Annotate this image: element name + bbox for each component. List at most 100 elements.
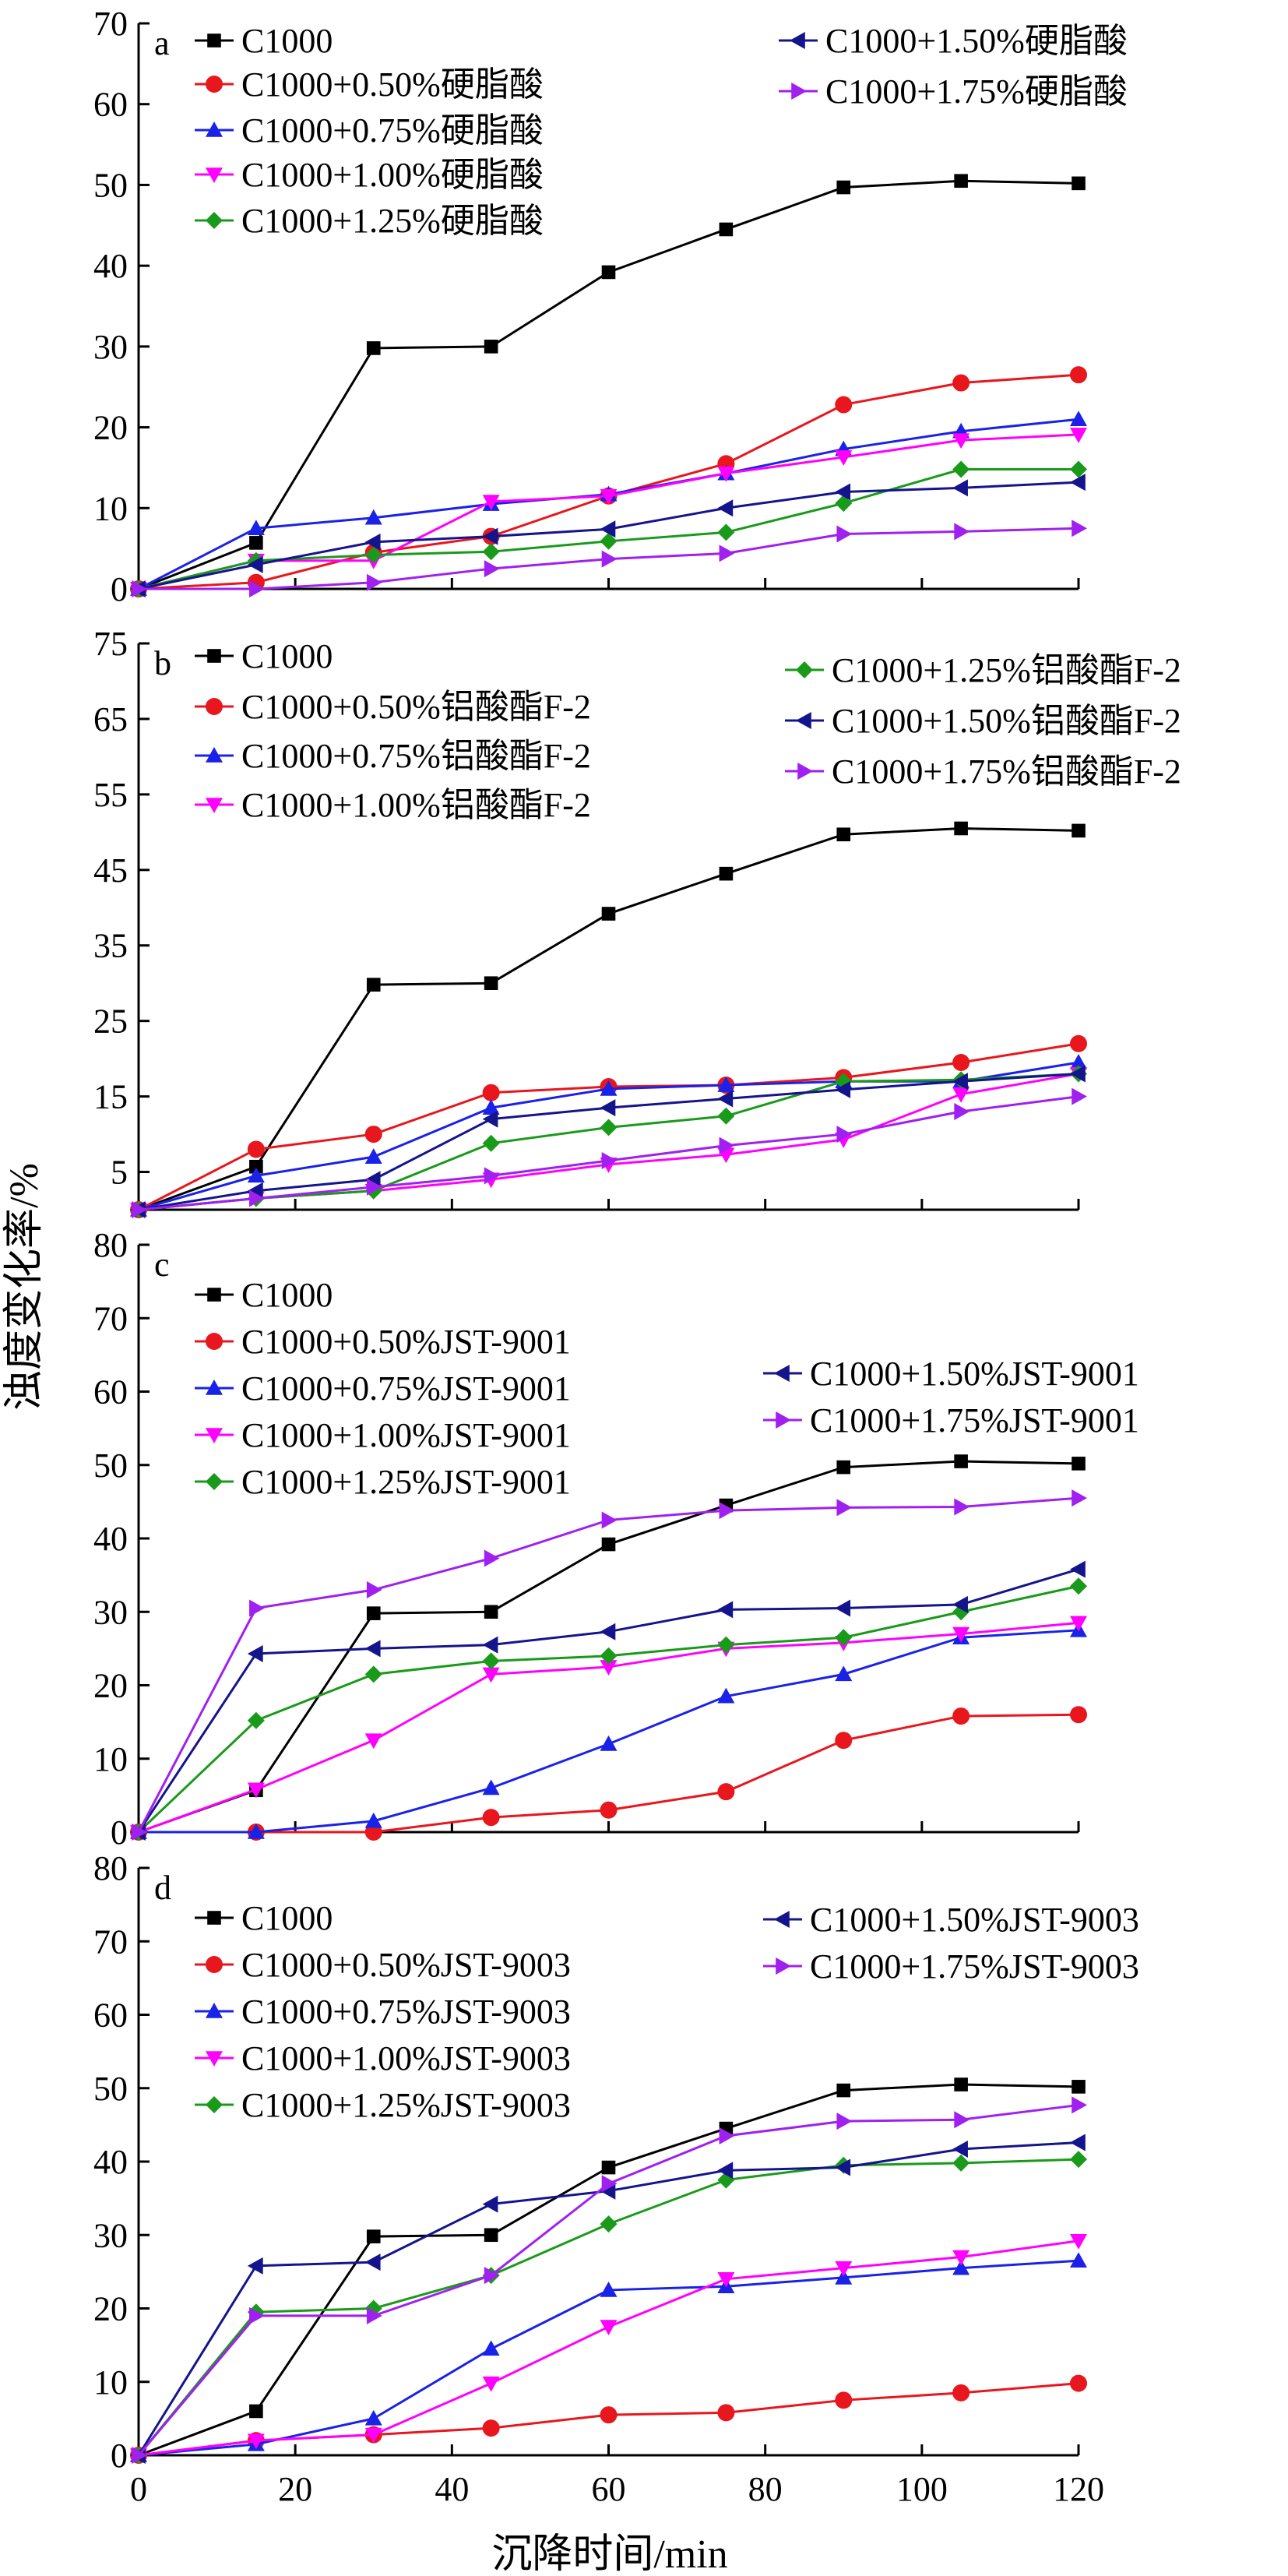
data-point xyxy=(952,1626,970,1643)
data-point xyxy=(1070,1065,1086,1083)
series-line xyxy=(138,826,1079,1211)
data-point xyxy=(952,2154,970,2172)
data-point xyxy=(364,1148,382,1164)
data-point xyxy=(717,1783,735,1801)
legend-label: C1000+1.00%硬脂酸 xyxy=(241,156,544,194)
x-tick-label: 80 xyxy=(748,2470,783,2508)
data-point xyxy=(600,1647,618,1665)
data-point xyxy=(1072,520,1087,537)
data-point xyxy=(484,340,498,354)
legend-marker xyxy=(206,1333,223,1350)
y-tick-label: 60 xyxy=(93,86,128,124)
data-point xyxy=(835,450,853,466)
legend-marker xyxy=(206,2096,223,2113)
data-point xyxy=(482,1809,500,1827)
data-point xyxy=(836,2113,853,2130)
data-point xyxy=(249,580,265,597)
data-point xyxy=(484,1549,500,1567)
panel-a: 0 10 20 30 40 50 60 70 a C1000 C1000+0.50%硬脂酸 C1000… xyxy=(93,5,1128,608)
data-point xyxy=(1070,2252,1087,2268)
y-tick-label: 20 xyxy=(93,409,128,447)
data-point xyxy=(484,2228,498,2243)
data-point xyxy=(601,907,616,921)
legend-marker xyxy=(206,212,223,229)
legend-marker xyxy=(206,1380,223,1395)
legend-marker xyxy=(207,1288,221,1302)
data-point xyxy=(482,1636,498,1654)
data-point xyxy=(364,1640,381,1658)
data-point xyxy=(600,532,618,550)
data-point xyxy=(482,527,498,545)
data-point xyxy=(836,1126,853,1144)
legend-marker xyxy=(206,2051,223,2067)
panel-letter: a xyxy=(154,24,170,62)
legend-label: C1000+1.25%铝酸酯F-2 xyxy=(832,651,1181,689)
panel-letter: d xyxy=(154,1869,171,1907)
y-tick-label: 0 xyxy=(111,1813,128,1852)
data-point xyxy=(484,560,500,578)
data-point xyxy=(247,1782,265,1799)
data-point xyxy=(600,2215,618,2233)
data-point xyxy=(952,2250,970,2266)
y-tick-label: 70 xyxy=(93,5,128,43)
y-tick-label: 80 xyxy=(93,1226,128,1264)
data-point xyxy=(249,2404,263,2419)
data-point xyxy=(482,1134,500,1152)
data-point xyxy=(717,1107,735,1125)
data-point xyxy=(835,1629,853,1647)
legend-label: C1000+1.25%JST-9003 xyxy=(241,2086,571,2124)
legend-marker xyxy=(796,712,811,729)
legend-label: C1000+0.50%硬脂酸 xyxy=(241,65,544,104)
data-point xyxy=(482,2195,498,2213)
legend-label: C1000 xyxy=(241,637,333,675)
data-point xyxy=(364,546,382,564)
series-line xyxy=(138,433,1079,590)
legend-marker xyxy=(791,83,807,100)
y-tick-label: 60 xyxy=(93,1373,128,1411)
data-point xyxy=(1072,823,1086,838)
data-point xyxy=(601,550,618,568)
data-point xyxy=(482,1667,500,1683)
legend-label: C1000+1.00%铝酸酯F-2 xyxy=(241,786,591,824)
data-point xyxy=(952,374,970,392)
y-tick-label: 30 xyxy=(93,328,128,366)
data-point xyxy=(1072,1489,1087,1507)
data-point xyxy=(1070,1034,1087,1052)
legend-label: C1000+0.75%硬脂酸 xyxy=(241,111,544,150)
data-point xyxy=(835,1665,853,1682)
legend-marker xyxy=(776,1958,791,1975)
y-tick-label: 10 xyxy=(93,489,128,527)
y-tick-label: 40 xyxy=(93,247,128,285)
data-point xyxy=(600,2281,618,2297)
data-point xyxy=(366,2229,381,2243)
data-point xyxy=(719,222,734,237)
data-point xyxy=(484,1605,498,1619)
data-point xyxy=(717,1687,735,1704)
data-point xyxy=(717,2162,734,2180)
data-point xyxy=(601,2175,618,2193)
data-point xyxy=(1072,2080,1086,2094)
legend-label: C1000+1.50%硬脂酸 xyxy=(825,22,1128,60)
data-point xyxy=(484,1167,500,1185)
data-point xyxy=(952,2140,968,2158)
data-point xyxy=(1070,474,1086,492)
legend-label: C1000 xyxy=(241,1899,333,1937)
legend-label: C1000+1.25%硬脂酸 xyxy=(241,202,544,240)
data-point xyxy=(600,520,616,538)
data-point xyxy=(835,2158,851,2176)
data-point xyxy=(364,2254,381,2271)
legend-label: C1000+1.75%JST-9003 xyxy=(810,1947,1139,1986)
data-point xyxy=(954,1498,970,1516)
data-point xyxy=(601,1511,618,1529)
data-point xyxy=(247,1167,265,1183)
data-point xyxy=(836,525,853,543)
panel-letter: b xyxy=(154,644,171,682)
data-point xyxy=(952,479,968,497)
panel-d: 0 10 20 30 40 50 60 70 80 0 20 40 60 80 100 120 d C1000 C1… xyxy=(93,1849,1139,2508)
y-tick-label: 20 xyxy=(93,2290,128,2328)
y-tick-label: 10 xyxy=(93,1740,128,1778)
data-point xyxy=(482,1110,498,1128)
data-point xyxy=(835,1732,853,1750)
data-point xyxy=(600,1099,616,1117)
data-point xyxy=(249,2306,265,2324)
